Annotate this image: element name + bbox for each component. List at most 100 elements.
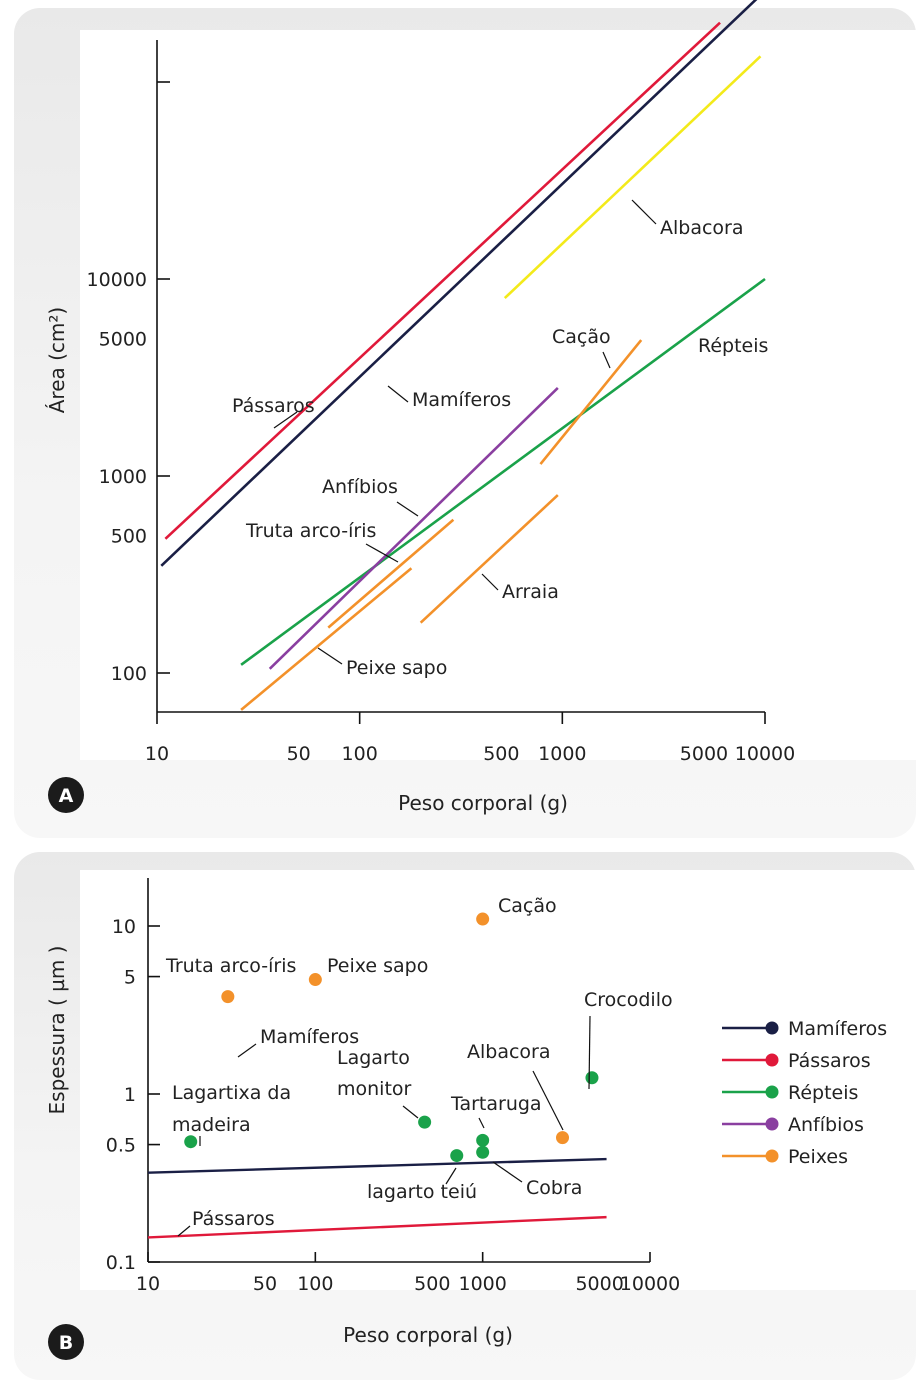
point-label-lagartixa-da-madeira: Lagartixa da madeira	[172, 1082, 291, 1136]
y-tick-label-a: 100	[111, 663, 147, 685]
leader-line-a	[631, 199, 657, 225]
x-tick-label-b: 10	[136, 1273, 160, 1295]
annotation-anfibios: Anfíbios	[322, 476, 398, 498]
panel-letter-badge-a	[48, 777, 84, 813]
y-tick-label-b: 1	[124, 1084, 136, 1106]
panel-letter-badge-b	[48, 1324, 84, 1360]
point-lagartixa-da-madeira	[184, 1135, 198, 1149]
line-label-mamiferos: Mamíferos	[260, 1026, 359, 1048]
point-tartaruga	[476, 1133, 490, 1147]
point-label-lagarto-teiu: lagarto teiú	[367, 1181, 477, 1203]
leader-line-a	[273, 411, 298, 429]
x-tick-label-b: 100	[297, 1273, 333, 1295]
x-tick-label-b: 50	[253, 1273, 277, 1295]
annotation-peixe-sapo: Peixe sapo	[346, 657, 447, 679]
line-label-passaros: Pássaros	[192, 1208, 275, 1230]
point-label-albacora: Albacora	[467, 1041, 551, 1063]
point-cobra	[476, 1145, 490, 1159]
leader-line-b	[532, 1070, 564, 1131]
point-label-lagarto-monitor: Lagarto monitor	[337, 1047, 412, 1100]
legend-dot-mamiferos	[765, 1021, 779, 1035]
point-cacao	[476, 912, 490, 926]
x-tick-label-a: 5000	[680, 743, 728, 765]
point-label-truta-arco-iris: Truta arco-íris	[165, 955, 296, 977]
trend-line-passaros	[147, 1215, 607, 1239]
point-label-cobra: Cobra	[526, 1177, 582, 1199]
y-tick-label-a: 500	[111, 525, 147, 547]
y-tick-label-b: 0.5	[106, 1135, 136, 1157]
annotation-truta-arco-iris: Truta arco-íris	[245, 520, 376, 542]
y-tick-label-a: 1000	[99, 466, 147, 488]
y-tick-label-a: 5000	[99, 328, 147, 350]
series-line-anfibios	[268, 386, 559, 670]
point-label-cacao: Cação	[498, 895, 557, 917]
series-line-cacao	[539, 339, 643, 465]
x-axis-label-a: Peso corporal (g)	[398, 791, 568, 815]
leader-line-a	[317, 647, 343, 665]
x-tick-label-a: 50	[287, 743, 311, 765]
panel-letter-a: A	[59, 785, 74, 807]
panel-b-plot-area	[80, 870, 916, 1290]
x-tick-label-a: 500	[483, 743, 519, 765]
x-axis-label-b: Peso corporal (g)	[343, 1323, 513, 1347]
legend-dot-peixes	[765, 1149, 779, 1163]
leader-line-a	[481, 573, 499, 591]
x-tick-label-b: 500	[414, 1273, 450, 1295]
point-truta-arco-iris	[221, 990, 235, 1004]
leader-line-b	[402, 1105, 419, 1119]
y-axis-label-b: Espessura ( µm )	[45, 946, 69, 1115]
leader-line-b	[177, 1225, 191, 1237]
panel-letter-b: B	[59, 1332, 73, 1354]
y-tick-label-b: 0.1	[106, 1252, 136, 1274]
legend-label-peixes: Peixes	[788, 1146, 848, 1168]
point-lagarto-teiu	[450, 1149, 464, 1163]
annotation-mamiferos: Mamíferos	[412, 389, 511, 411]
y-tick-label-b: 5	[124, 967, 136, 989]
x-tick-label-a: 10	[145, 743, 169, 765]
y-tick-label-b: 10	[112, 916, 136, 938]
x-tick-label-a: 100	[342, 743, 378, 765]
point-label-crocodilo: Crocodilo	[584, 989, 673, 1011]
y-tick-label-a: 10000	[87, 269, 147, 291]
annotation-arraia: Arraia	[502, 581, 559, 603]
annotation-passaros: Pássaros	[232, 395, 315, 417]
series-line-mamiferos	[160, 0, 758, 567]
point-label-peixe-sapo: Peixe sapo	[327, 955, 428, 977]
point-label-tartaruga: Tartaruga	[450, 1093, 542, 1115]
series-line-repteis	[240, 277, 766, 666]
series-line-arraia	[419, 494, 559, 624]
panel-a-plot-area	[80, 30, 916, 760]
leader-line-a	[396, 501, 419, 517]
leader-line-b	[492, 1161, 523, 1183]
y-axis-label-a: Área (cm²)	[45, 307, 69, 413]
leader-line-a	[387, 385, 409, 403]
leader-line-a	[365, 543, 399, 563]
series-line-albacora	[503, 55, 762, 300]
legend-dot-anfibios	[765, 1117, 779, 1131]
legend-label-repteis: Répteis	[788, 1082, 858, 1104]
legend-label-passaros: Pássaros	[788, 1050, 871, 1072]
legend-dot-passaros	[765, 1053, 779, 1067]
series-line-peixe-sapo	[240, 567, 413, 711]
annotation-albacora: Albacora	[660, 217, 744, 239]
chart-a: 100 500 1000 5000 10000 10 50 100 500 1000 5000 100…	[45, 0, 795, 815]
leader-line-b	[478, 1117, 485, 1129]
point-lagarto-monitor	[418, 1115, 432, 1129]
legend-dot-repteis	[765, 1085, 779, 1099]
legend-label-anfibios: Anfíbios	[788, 1114, 864, 1136]
point-albacora	[556, 1131, 570, 1145]
annotation-repteis: Répteis	[698, 335, 768, 357]
point-peixe-sapo	[308, 973, 322, 987]
series-line-truta-arco-iris	[327, 518, 455, 629]
legend-label-mamiferos: Mamíferos	[788, 1018, 887, 1040]
point-crocodilo	[585, 1071, 599, 1085]
x-tick-label-b: 10000	[620, 1273, 680, 1295]
x-tick-label-a: 10000	[735, 743, 795, 765]
leader-line-b	[445, 1167, 457, 1185]
trend-line-mamiferos	[147, 1157, 607, 1174]
x-tick-label-b: 5000	[575, 1273, 623, 1295]
series-line-passaros	[164, 21, 721, 540]
x-tick-label-a: 1000	[538, 743, 586, 765]
